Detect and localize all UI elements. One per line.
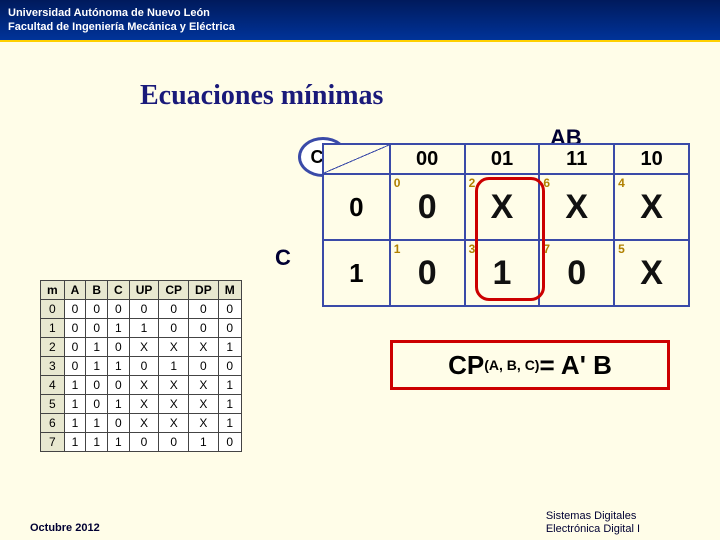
tt-cell: X (189, 376, 219, 395)
kmap-row-header: 1 (323, 240, 390, 306)
tt-cell: 0 (218, 319, 241, 338)
tt-cell: 1 (64, 433, 86, 452)
tt-cell: 0 (218, 300, 241, 319)
tt-cell: X (189, 338, 219, 357)
tt-cell: 0 (86, 376, 108, 395)
tt-cell: 0 (86, 395, 108, 414)
tt-cell: X (129, 376, 159, 395)
kmap-cell: 00 (390, 174, 465, 240)
tt-cell: 0 (86, 300, 108, 319)
kmap-var-c: C (275, 245, 291, 271)
tt-cell: 0 (129, 357, 159, 376)
kmap-col-header: 10 (614, 144, 689, 174)
tt-cell: 0 (41, 300, 65, 319)
tt-cell: 0 (218, 433, 241, 452)
tt-cell: 1 (86, 433, 108, 452)
kmap-row-header: 0 (323, 174, 390, 240)
tt-cell: 1 (218, 395, 241, 414)
kmap-cell: 5X (614, 240, 689, 306)
tt-cell: 1 (108, 357, 130, 376)
tt-header: m (41, 281, 65, 300)
tt-cell: 5 (41, 395, 65, 414)
tt-cell: 1 (86, 338, 108, 357)
tt-cell: X (159, 395, 189, 414)
tt-cell: 0 (86, 319, 108, 338)
kmap-corner (323, 144, 390, 174)
tt-cell: 0 (189, 300, 219, 319)
kmap-col-header: 00 (390, 144, 465, 174)
tt-header: DP (189, 281, 219, 300)
tt-cell: 0 (129, 300, 159, 319)
tt-cell: 1 (108, 319, 130, 338)
header-line1: Universidad Autónoma de Nuevo León (8, 6, 712, 20)
tt-header: C (108, 281, 130, 300)
kmap-cell: 6X (539, 174, 614, 240)
page-title: Ecuaciones mínimas (140, 80, 383, 112)
tt-cell: X (129, 338, 159, 357)
tt-cell: 1 (108, 433, 130, 452)
tt-cell: 4 (41, 376, 65, 395)
tt-header: B (86, 281, 108, 300)
tt-header: A (64, 281, 86, 300)
tt-cell: 7 (41, 433, 65, 452)
tt-cell: 1 (108, 395, 130, 414)
tt-cell: 0 (64, 338, 86, 357)
tt-cell: 6 (41, 414, 65, 433)
tt-cell: 1 (86, 414, 108, 433)
tt-cell: 0 (218, 357, 241, 376)
tt-cell: 2 (41, 338, 65, 357)
kmap-cell: 10 (390, 240, 465, 306)
tt-cell: 1 (218, 376, 241, 395)
tt-cell: X (159, 414, 189, 433)
tt-cell: 1 (159, 357, 189, 376)
equation-rhs: = A' B (539, 350, 611, 381)
tt-cell: 1 (86, 357, 108, 376)
tt-cell: 0 (189, 357, 219, 376)
kmap-cell: 4X (614, 174, 689, 240)
tt-cell: X (129, 414, 159, 433)
kmap-cell: 2X (465, 174, 540, 240)
header-line2: Facultad de Ingeniería Mecánica y Eléctr… (8, 20, 712, 34)
tt-header: CP (159, 281, 189, 300)
equation-lhs: CP (448, 350, 484, 381)
tt-cell: 1 (64, 414, 86, 433)
tt-cell: 1 (41, 319, 65, 338)
tt-cell: 1 (218, 338, 241, 357)
tt-cell: X (159, 376, 189, 395)
tt-cell: 0 (159, 319, 189, 338)
truth-table: mABCUPCPDPM 00000000100110002010XXX13011… (40, 280, 242, 452)
footer-date: Octubre 2012 (30, 522, 100, 534)
tt-cell: 1 (129, 319, 159, 338)
tt-cell: 0 (159, 433, 189, 452)
tt-cell: 3 (41, 357, 65, 376)
tt-cell: 1 (218, 414, 241, 433)
tt-cell: 0 (108, 300, 130, 319)
tt-cell: 0 (64, 300, 86, 319)
tt-cell: 1 (64, 376, 86, 395)
header: Universidad Autónoma de Nuevo León Facul… (0, 0, 720, 42)
tt-cell: 0 (108, 376, 130, 395)
tt-cell: 0 (108, 414, 130, 433)
kmap-cell: 31 (465, 240, 540, 306)
tt-cell: 0 (108, 338, 130, 357)
tt-cell: X (189, 414, 219, 433)
tt-cell: X (189, 395, 219, 414)
kmap-col-header: 11 (539, 144, 614, 174)
equation-box: CP(A, B, C) = A' B (390, 340, 670, 390)
equation-sub: (A, B, C) (484, 357, 539, 373)
tt-cell: 0 (64, 319, 86, 338)
tt-cell: 0 (189, 319, 219, 338)
tt-cell: X (159, 338, 189, 357)
tt-cell: 1 (64, 395, 86, 414)
tt-header: M (218, 281, 241, 300)
tt-cell: 0 (129, 433, 159, 452)
kmap-col-header: 01 (465, 144, 540, 174)
footer-course: Sistemas Digitales Electrónica Digital I (546, 510, 640, 536)
tt-header: UP (129, 281, 159, 300)
tt-cell: 0 (159, 300, 189, 319)
tt-cell: 1 (189, 433, 219, 452)
tt-cell: 0 (64, 357, 86, 376)
tt-cell: X (129, 395, 159, 414)
kmap-cell: 70 (539, 240, 614, 306)
